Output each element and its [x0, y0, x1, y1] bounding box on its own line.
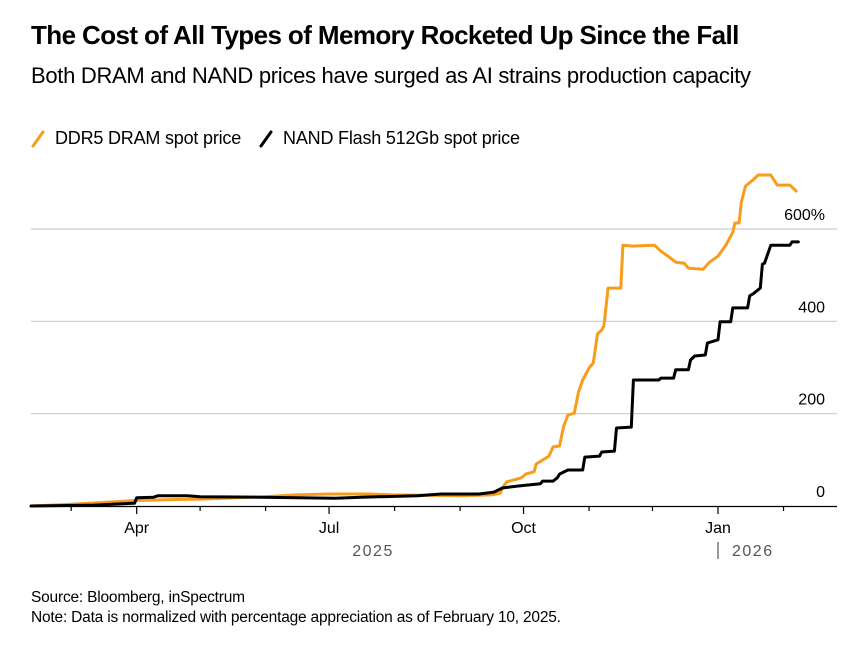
legend-item-nand: NAND Flash 512Gb spot price — [259, 128, 520, 149]
x-tick-label: Oct — [511, 520, 536, 537]
source-note: Source: Bloomberg, inSpectrum — [31, 589, 245, 606]
series-lines — [29, 173, 800, 508]
y-tick-label: 600% — [784, 207, 825, 224]
y-axis: 0 200 400 600% — [784, 207, 825, 501]
year-label: 2026 — [732, 543, 774, 560]
x-tick-label: Jan — [705, 520, 731, 537]
legend-label-dram: DDR5 DRAM spot price — [55, 128, 242, 148]
legend-label-nand: NAND Flash 512Gb spot price — [283, 128, 520, 148]
data-note: Note: Data is normalized with percentage… — [31, 609, 561, 626]
x-tick-label: Apr — [124, 520, 150, 537]
legend-item-dram: DDR5 DRAM spot price — [31, 128, 241, 149]
legend: DDR5 DRAM spot price NAND Flash 512Gb sp… — [31, 128, 538, 149]
chart-footer: Source: Bloomberg, inSpectrum Note: Data… — [31, 588, 561, 628]
gridlines — [31, 228, 837, 415]
chart-subtitle: Both DRAM and NAND prices have surged as… — [31, 63, 751, 88]
y-tick-label: 400 — [798, 299, 825, 316]
y-tick-label: 0 — [816, 484, 825, 501]
y-tick-label: 200 — [798, 392, 825, 409]
year-label: 2025 — [352, 543, 394, 560]
x-tick-label: Jul — [319, 520, 339, 537]
legend-swatch-nand-icon — [259, 130, 273, 147]
chart-title: The Cost of All Types of Memory Rocketed… — [31, 20, 739, 50]
series-line-dram — [29, 173, 798, 508]
x-axis: Apr Jul Oct Jan 2025 2026 — [31, 505, 837, 560]
legend-swatch-dram-icon — [31, 130, 45, 147]
series-line-nand — [29, 240, 800, 508]
